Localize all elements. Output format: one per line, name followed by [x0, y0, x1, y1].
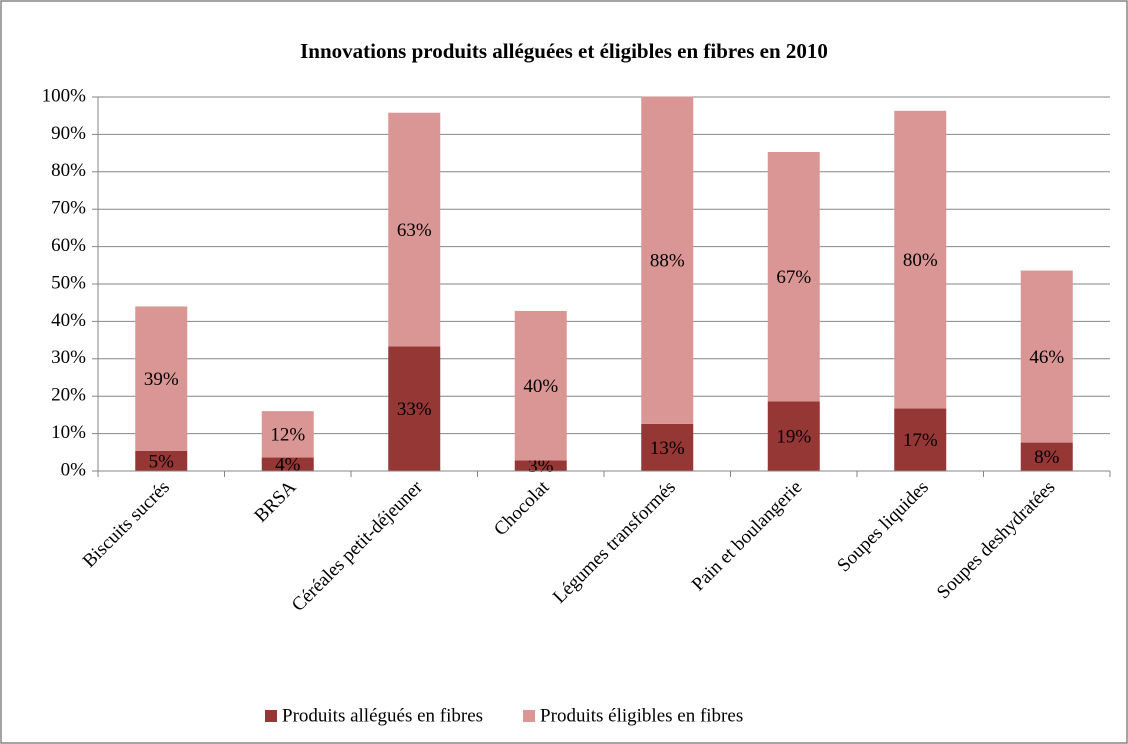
data-label: 63%	[397, 220, 432, 241]
bar-segment	[894, 110, 947, 409]
bar-segment	[767, 401, 820, 471]
legend-label: Produits éligibles en fibres	[540, 705, 743, 726]
bar-segment	[767, 151, 820, 402]
data-label: 46%	[1029, 347, 1064, 368]
bar-segment	[135, 306, 188, 451]
bar-segment	[894, 408, 947, 471]
y-tick-label: 60%	[51, 235, 86, 256]
data-label: 17%	[903, 430, 938, 451]
chart-title: Innovations produits alléguées et éligib…	[300, 39, 828, 63]
bar-segment	[388, 346, 441, 471]
bar-segment	[641, 96, 694, 424]
data-label: 8%	[1034, 447, 1060, 468]
data-label: 88%	[650, 251, 685, 272]
data-label: 40%	[523, 376, 558, 397]
data-label: 13%	[650, 438, 685, 459]
data-label: 3%	[528, 456, 554, 477]
data-label: 33%	[397, 399, 432, 420]
data-label: 5%	[149, 451, 175, 472]
data-label: 80%	[903, 250, 938, 271]
bar-segment	[135, 450, 188, 471]
legend-label: Produits allégués en fibres	[282, 705, 483, 726]
y-tick-label: 80%	[51, 160, 86, 181]
bar-segment	[641, 423, 694, 471]
legend-swatch	[265, 710, 277, 722]
y-tick-label: 10%	[51, 422, 86, 443]
y-tick-label: 90%	[51, 123, 86, 144]
bar-segment	[514, 310, 567, 461]
y-tick-label: 20%	[51, 385, 86, 406]
bar-segment	[514, 460, 567, 471]
y-tick-label: 50%	[51, 272, 86, 293]
y-tick-label: 0%	[61, 459, 87, 480]
y-tick-label: 30%	[51, 347, 86, 368]
bar-segment	[1020, 442, 1073, 471]
data-label: 39%	[144, 369, 179, 390]
legend-swatch	[523, 710, 536, 722]
y-tick-label: 100%	[42, 85, 87, 106]
data-label: 12%	[270, 425, 305, 446]
data-label: 4%	[275, 455, 301, 476]
bar-segment	[261, 411, 314, 458]
data-label: 67%	[776, 267, 811, 288]
y-tick-label: 70%	[51, 198, 86, 219]
bar-segment	[388, 112, 441, 347]
bar-segment	[1020, 270, 1073, 443]
bar-segment	[261, 457, 314, 471]
data-label: 19%	[776, 427, 811, 448]
y-tick-label: 40%	[51, 310, 86, 331]
